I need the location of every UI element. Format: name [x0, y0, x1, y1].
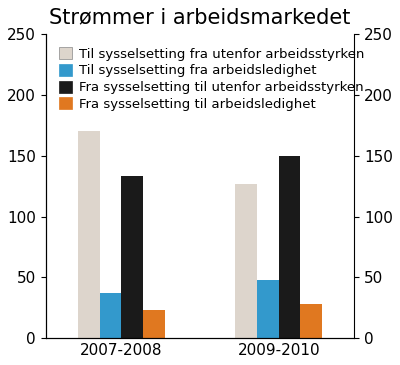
- Title: Strømmer i arbeidsmarkedet: Strømmer i arbeidsmarkedet: [49, 7, 351, 27]
- Bar: [78, 131, 100, 338]
- Bar: [257, 280, 279, 338]
- Bar: [300, 304, 322, 338]
- Bar: [121, 176, 143, 338]
- Legend: Til sysselsetting fra utenfor arbeidsstyrken, Til sysselsetting fra arbeidsledig: Til sysselsetting fra utenfor arbeidssty…: [52, 41, 370, 118]
- Bar: [279, 156, 300, 338]
- Bar: [143, 310, 164, 338]
- Bar: [236, 184, 257, 338]
- Bar: [100, 293, 121, 338]
